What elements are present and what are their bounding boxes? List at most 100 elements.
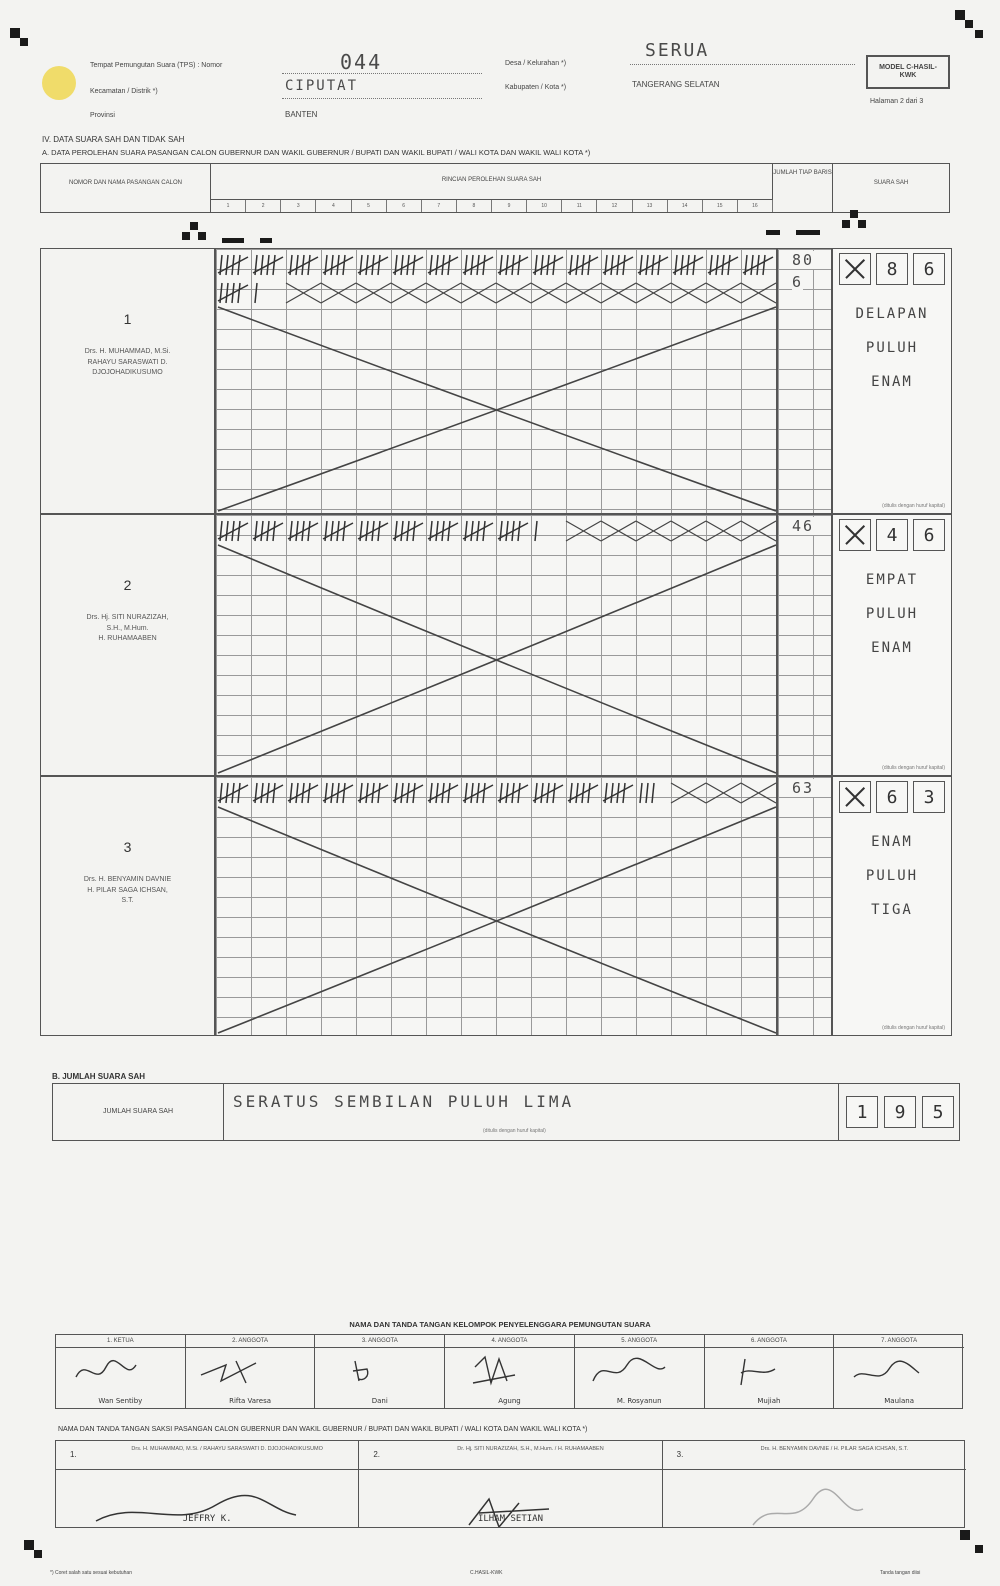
desa-underline	[630, 64, 855, 65]
signature-stroke	[353, 1360, 369, 1382]
tally-strike	[707, 256, 739, 274]
valid-votes-cell: 4 6 EMPAT PULUH ENAM (ditulis dengan huruf ka…	[832, 514, 952, 776]
saksi-witness-number: 3.	[676, 1450, 684, 1459]
tally-strike	[287, 522, 319, 540]
saksi-witness-header: 1. Drs. H. MUHAMMAD, M.Si. / RAHAYU SARAS…	[56, 1441, 359, 1470]
tally-strike	[322, 256, 354, 274]
signature-stroke	[592, 1357, 666, 1382]
tally-strike	[252, 522, 284, 540]
tally-stroke	[447, 782, 451, 804]
candidate-name-line: Drs. H. BENYAMIN DAVNIE	[83, 876, 172, 883]
tally-stroke	[412, 520, 416, 542]
cell-cross	[460, 282, 497, 304]
header-candidate-label: NOMOR DAN NAMA PASANGAN CALON	[69, 180, 182, 186]
tally-grid	[215, 248, 777, 514]
tally-column-number: 13	[633, 200, 668, 212]
tally-strike	[672, 256, 704, 274]
footer-center: C.HASIL-KWK	[470, 1570, 503, 1576]
total-valid-label-cell: JUMLAH SUARA SAH	[53, 1084, 224, 1140]
cell-cross	[705, 782, 742, 804]
signature-stroke	[200, 1360, 257, 1384]
saksi-witness-cell: 2. Dr. Hj. SITI NURAZIZAH, S.H., M.Hum. /…	[359, 1441, 663, 1527]
registration-marker	[975, 1545, 983, 1553]
tally-stroke	[342, 254, 346, 276]
tally-strike	[392, 784, 424, 802]
tally-strike	[217, 784, 249, 802]
tally-strike	[497, 784, 529, 802]
section-iv-subtitle: A. DATA PEROLEHAN SUARA PASANGAN CALON G…	[42, 148, 591, 157]
tally-stroke	[260, 520, 264, 542]
kpps-member-name: Agung	[498, 1397, 521, 1405]
tally-stroke	[727, 254, 731, 276]
valid-votes-word: DELAPAN	[855, 306, 929, 322]
kpps-member-cell: 4. ANGGOTA Agung	[445, 1335, 575, 1408]
signature-icon	[95, 1494, 297, 1522]
saksi-witness-name: ILHAM SETIAN	[477, 1514, 543, 1524]
signature-stroke	[752, 1488, 863, 1526]
registration-marker	[850, 210, 858, 218]
cell-cross	[705, 520, 742, 542]
valid-votes-word: ENAM	[871, 640, 913, 656]
kpps-member-name: Rifta Varesa	[229, 1397, 272, 1405]
valid-digit-tens: 4	[876, 519, 908, 551]
tally-stroke	[400, 520, 404, 542]
tally-stroke	[517, 782, 521, 804]
tally-stroke	[295, 782, 299, 804]
candidate-names: Drs. Hj. SITI NURAZIZAH, S.H., M.Hum. H. R…	[41, 613, 214, 645]
tally-stroke	[377, 782, 381, 804]
candidate-number: 3	[123, 839, 132, 855]
valid-votes-hint: (ditulis dengan huruf kapital)	[882, 503, 945, 509]
kpps-member-name: Mujiah	[757, 1397, 781, 1405]
valid-votes-word: PULUH	[865, 868, 919, 884]
cell-cross	[355, 282, 392, 304]
signature-icon	[468, 1497, 550, 1527]
grid-cross-line	[217, 306, 777, 512]
candidate-name-line: Drs. H. MUHAMMAD, M.Si.	[84, 348, 171, 355]
tally-stroke	[540, 782, 544, 804]
tally-stroke	[225, 254, 229, 276]
tally-stroke	[762, 254, 766, 276]
cell-cross	[635, 520, 672, 542]
grid-cross-line	[217, 544, 777, 774]
tally-stroke	[237, 282, 241, 304]
tally-stroke	[692, 254, 696, 276]
tally-strike	[287, 256, 319, 274]
tally-column-number: 15	[703, 200, 738, 212]
registration-marker	[960, 1530, 970, 1540]
tally-column-number: 8	[457, 200, 492, 212]
tally-strike	[217, 522, 249, 540]
valid-votes-hint: (ditulis dengan huruf kapital)	[882, 1025, 945, 1031]
valid-votes-words: EMPAT PULUH ENAM	[833, 563, 951, 665]
tally-stroke	[610, 254, 614, 276]
tally-strike	[427, 522, 459, 540]
total-valid-label: JUMLAH SUARA SAH	[102, 1108, 174, 1115]
saksi-candidate-name: Drs. H. BENYAMIN DAVNIE / H. PILAR SAGA …	[760, 1446, 909, 1452]
tally-stroke	[225, 520, 229, 542]
tally-grid	[215, 514, 777, 776]
registration-marker	[975, 30, 983, 38]
valid-votes-word: ENAM	[871, 834, 913, 850]
tally-stroke	[657, 254, 661, 276]
tally-stroke	[225, 782, 229, 804]
valid-digit-ones: 6	[913, 253, 945, 285]
kpps-member-role: 1. KETUA	[56, 1335, 185, 1348]
tally-strike	[532, 256, 564, 274]
tally-stroke	[377, 254, 381, 276]
page-info: Halaman 2 dari 3	[870, 98, 924, 105]
tally-stroke	[272, 782, 276, 804]
tally-column-number: 4	[316, 200, 352, 212]
tally-stroke	[552, 254, 556, 276]
signature-icon	[473, 1355, 516, 1386]
valid-votes-cell: 6 3 ENAM PULUH TIGA (ditulis dengan huruf kap…	[832, 776, 952, 1036]
kpps-member-name: Wan Sentiby	[98, 1397, 143, 1405]
header-tally: RINCIAN PEROLEHAN SUARA SAH	[211, 164, 773, 200]
saksi-candidate-name: Dr. Hj. SITI NURAZIZAH, S.H., M.Hum. / H…	[457, 1446, 604, 1452]
tally-stroke	[435, 520, 439, 542]
kpps-member-role: 2. ANGGOTA	[185, 1335, 315, 1348]
signature-icon	[200, 1360, 257, 1384]
tally-stroke	[307, 520, 311, 542]
cell-cross	[740, 282, 777, 304]
tally-stroke	[330, 520, 334, 542]
tally-stroke	[645, 254, 649, 276]
saksi-candidate-name: Drs. H. MUHAMMAD, M.Si. / RAHAYU SARASWA…	[131, 1446, 323, 1452]
